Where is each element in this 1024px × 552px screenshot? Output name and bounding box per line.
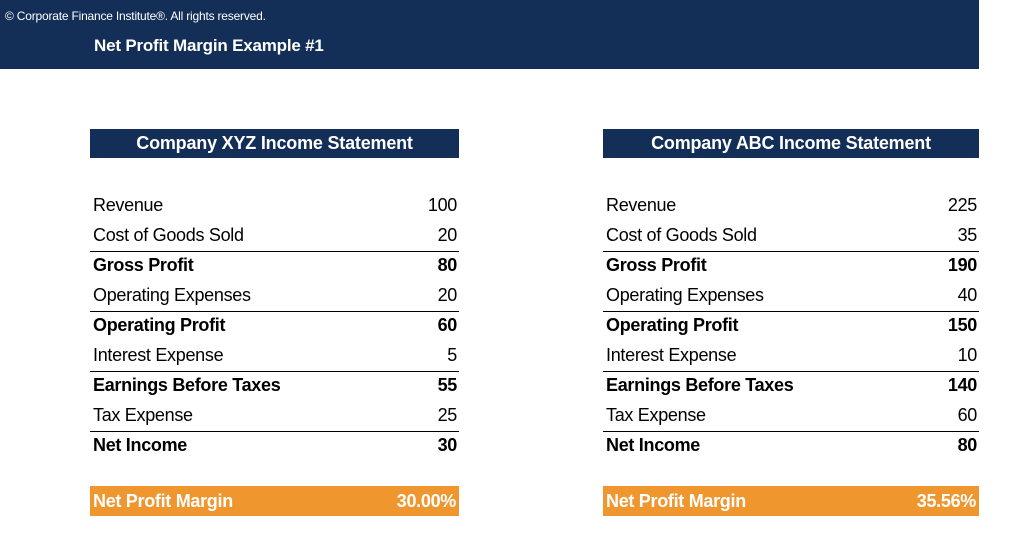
row-value: 20 bbox=[437, 225, 458, 245]
margin-label: Net Profit Margin bbox=[606, 491, 746, 511]
row-interest-expense: Interest Expense 10 bbox=[603, 342, 979, 372]
row-operating-profit: Operating Profit 150 bbox=[603, 312, 979, 342]
margin-value: 35.56% bbox=[916, 491, 977, 511]
row-label: Tax Expense bbox=[606, 405, 706, 425]
margin-label: Net Profit Margin bbox=[93, 491, 233, 511]
row-value: 80 bbox=[957, 435, 978, 455]
statement-rows: Revenue 100 Cost of Goods Sold 20 Gross … bbox=[90, 192, 459, 462]
row-label: Tax Expense bbox=[93, 405, 193, 425]
row-label: Cost of Goods Sold bbox=[93, 225, 244, 245]
row-value: 225 bbox=[947, 195, 977, 215]
row-label: Revenue bbox=[606, 195, 676, 215]
income-statement-xyz: Company XYZ Income Statement Revenue 100… bbox=[90, 129, 459, 516]
row-value: 10 bbox=[957, 345, 978, 365]
row-value: 55 bbox=[437, 375, 458, 395]
statement-title: Company ABC Income Statement bbox=[603, 129, 979, 158]
row-operating-profit: Operating Profit 60 bbox=[90, 312, 459, 342]
row-operating-expenses: Operating Expenses 40 bbox=[603, 282, 979, 312]
copyright-notice: © Corporate Finance Institute®. All righ… bbox=[5, 9, 266, 23]
row-label: Net Income bbox=[93, 435, 188, 455]
row-label: Operating Expenses bbox=[93, 285, 251, 305]
row-revenue: Revenue 225 bbox=[603, 192, 979, 222]
row-value: 140 bbox=[947, 375, 977, 395]
row-label: Net Income bbox=[606, 435, 701, 455]
row-label: Interest Expense bbox=[93, 345, 224, 365]
row-value: 100 bbox=[427, 195, 457, 215]
statement-title: Company XYZ Income Statement bbox=[90, 129, 459, 158]
row-value: 5 bbox=[447, 345, 457, 365]
row-interest-expense: Interest Expense 5 bbox=[90, 342, 459, 372]
row-net-income: Net Income 80 bbox=[603, 432, 979, 462]
margin-value: 30.00% bbox=[396, 491, 457, 511]
net-profit-margin-bar: Net Profit Margin 30.00% bbox=[90, 486, 459, 516]
row-value: 35 bbox=[957, 225, 978, 245]
row-label: Operating Profit bbox=[93, 315, 226, 335]
row-cogs: Cost of Goods Sold 20 bbox=[90, 222, 459, 252]
row-earnings-before-taxes: Earnings Before Taxes 55 bbox=[90, 372, 459, 402]
row-gross-profit: Gross Profit 80 bbox=[90, 252, 459, 282]
row-value: 60 bbox=[437, 315, 458, 335]
row-cogs: Cost of Goods Sold 35 bbox=[603, 222, 979, 252]
statement-rows: Revenue 225 Cost of Goods Sold 35 Gross … bbox=[603, 192, 979, 462]
row-label: Operating Expenses bbox=[606, 285, 764, 305]
income-statement-abc: Company ABC Income Statement Revenue 225… bbox=[603, 129, 979, 516]
header-banner: © Corporate Finance Institute®. All righ… bbox=[0, 0, 979, 69]
row-value: 20 bbox=[437, 285, 458, 305]
row-revenue: Revenue 100 bbox=[90, 192, 459, 222]
row-earnings-before-taxes: Earnings Before Taxes 140 bbox=[603, 372, 979, 402]
row-label: Earnings Before Taxes bbox=[606, 375, 794, 395]
row-label: Revenue bbox=[93, 195, 163, 215]
row-value: 190 bbox=[947, 255, 977, 275]
row-label: Gross Profit bbox=[93, 255, 194, 275]
row-value: 30 bbox=[437, 435, 458, 455]
row-value: 40 bbox=[957, 285, 978, 305]
row-label: Gross Profit bbox=[606, 255, 707, 275]
row-operating-expenses: Operating Expenses 20 bbox=[90, 282, 459, 312]
row-tax-expense: Tax Expense 25 bbox=[90, 402, 459, 432]
row-net-income: Net Income 30 bbox=[90, 432, 459, 462]
row-gross-profit: Gross Profit 190 bbox=[603, 252, 979, 282]
net-profit-margin-bar: Net Profit Margin 35.56% bbox=[603, 486, 979, 516]
row-value: 60 bbox=[957, 405, 978, 425]
row-label: Operating Profit bbox=[606, 315, 739, 335]
row-value: 80 bbox=[437, 255, 458, 275]
row-value: 25 bbox=[437, 405, 458, 425]
row-label: Earnings Before Taxes bbox=[93, 375, 281, 395]
row-tax-expense: Tax Expense 60 bbox=[603, 402, 979, 432]
page-title: Net Profit Margin Example #1 bbox=[94, 36, 324, 55]
row-label: Interest Expense bbox=[606, 345, 737, 365]
row-label: Cost of Goods Sold bbox=[606, 225, 757, 245]
row-value: 150 bbox=[947, 315, 977, 335]
